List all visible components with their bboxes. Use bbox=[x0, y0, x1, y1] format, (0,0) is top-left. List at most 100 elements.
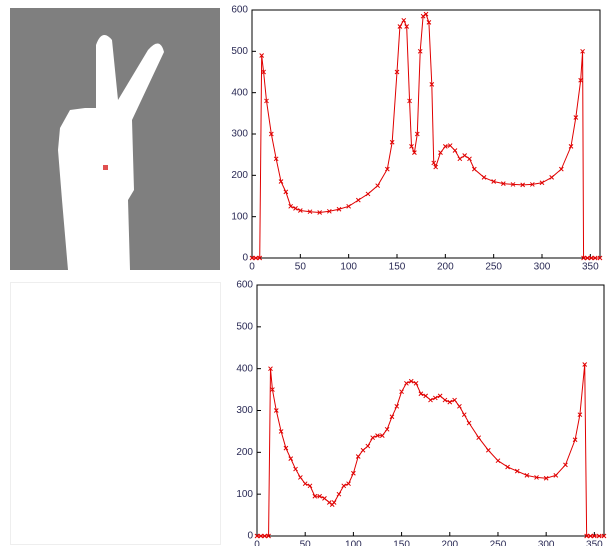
data-point bbox=[597, 255, 603, 261]
data-point bbox=[397, 24, 403, 29]
data-point bbox=[399, 389, 404, 395]
x-tick-label: 150 bbox=[393, 540, 410, 546]
data-line bbox=[252, 13, 600, 259]
x-tick-label: 300 bbox=[534, 262, 551, 273]
centroid bbox=[103, 165, 108, 170]
data-point bbox=[326, 208, 332, 214]
data-point bbox=[534, 475, 539, 480]
data-point bbox=[270, 387, 275, 392]
data-point bbox=[375, 183, 381, 189]
data-point bbox=[558, 166, 564, 172]
data-point bbox=[346, 203, 352, 209]
x-tick-label: 100 bbox=[340, 262, 357, 273]
y-tick-label: 600 bbox=[236, 280, 253, 291]
data-point bbox=[288, 203, 294, 209]
data-point bbox=[379, 433, 385, 438]
data-line bbox=[257, 364, 604, 537]
x-tick-label: 250 bbox=[490, 540, 507, 546]
data-point bbox=[491, 179, 497, 184]
data-point bbox=[336, 491, 342, 497]
data-point bbox=[389, 139, 395, 145]
data-point bbox=[432, 395, 438, 401]
data-point bbox=[514, 468, 520, 474]
data-point bbox=[592, 255, 598, 261]
data-point bbox=[312, 493, 318, 499]
blank-image bbox=[10, 282, 221, 545]
data-point bbox=[592, 533, 597, 539]
x-tick-label: 350 bbox=[586, 540, 603, 546]
data-point bbox=[412, 150, 417, 155]
data-point bbox=[261, 69, 266, 75]
data-point bbox=[568, 144, 574, 149]
data-point bbox=[322, 495, 327, 501]
data-point bbox=[423, 393, 429, 399]
data-point bbox=[426, 20, 432, 25]
data-point bbox=[278, 429, 284, 434]
data-point bbox=[283, 189, 289, 195]
data-point bbox=[326, 500, 332, 505]
data-point bbox=[317, 210, 323, 215]
data-point bbox=[273, 408, 279, 413]
data-point bbox=[341, 483, 347, 489]
plot-frame bbox=[251, 9, 601, 259]
data-point bbox=[355, 454, 361, 459]
data-point bbox=[447, 143, 453, 148]
x-tick-label: 50 bbox=[295, 262, 307, 273]
data-point bbox=[500, 181, 506, 186]
data-point bbox=[524, 472, 530, 478]
data-point bbox=[394, 403, 400, 409]
data-point bbox=[404, 380, 409, 386]
data-point bbox=[543, 475, 549, 481]
hand-silhouette bbox=[58, 35, 164, 270]
data-point bbox=[307, 209, 313, 215]
data-point bbox=[572, 437, 578, 443]
data-point bbox=[585, 255, 590, 261]
data-point bbox=[549, 175, 555, 180]
data-point bbox=[331, 500, 337, 505]
data-point bbox=[389, 414, 395, 420]
data-point bbox=[264, 98, 269, 104]
x-tick-label: 50 bbox=[300, 540, 312, 546]
plot-frame bbox=[256, 284, 605, 537]
data-point bbox=[384, 426, 390, 432]
data-point bbox=[375, 433, 380, 438]
data-point bbox=[346, 481, 351, 487]
data-point bbox=[307, 483, 313, 489]
data-point bbox=[442, 144, 448, 149]
data-point bbox=[384, 166, 390, 172]
data-point bbox=[408, 378, 414, 384]
data-point bbox=[254, 533, 260, 539]
data-point bbox=[423, 11, 429, 17]
data-point bbox=[462, 153, 468, 158]
data-point bbox=[266, 533, 271, 539]
y-tick-label: 300 bbox=[236, 405, 253, 416]
data-point bbox=[573, 115, 579, 120]
y-tick-label: 200 bbox=[236, 447, 253, 458]
data-point bbox=[259, 53, 265, 58]
y-tick-label: 300 bbox=[231, 129, 248, 140]
y-tick-label: 500 bbox=[236, 321, 253, 332]
data-point bbox=[433, 164, 439, 170]
data-point bbox=[401, 17, 407, 23]
data-point bbox=[467, 156, 472, 162]
x-tick-label: 250 bbox=[485, 262, 502, 273]
data-point bbox=[476, 435, 482, 441]
data-point bbox=[370, 435, 376, 441]
data-point bbox=[582, 362, 588, 367]
data-point bbox=[520, 182, 526, 188]
x-tick-label: 300 bbox=[538, 540, 555, 546]
data-point bbox=[588, 533, 593, 539]
data-point bbox=[409, 144, 414, 149]
data-point bbox=[452, 397, 457, 403]
y-tick-label: 500 bbox=[231, 46, 248, 57]
data-point bbox=[510, 182, 516, 187]
data-point bbox=[601, 533, 607, 539]
data-point bbox=[418, 391, 424, 397]
data-point bbox=[584, 533, 590, 539]
x-tick-label: 0 bbox=[254, 540, 260, 546]
data-point bbox=[298, 475, 303, 480]
data-point bbox=[257, 255, 263, 261]
data-point bbox=[481, 175, 487, 180]
data-point bbox=[420, 13, 426, 19]
data-point bbox=[413, 380, 419, 386]
